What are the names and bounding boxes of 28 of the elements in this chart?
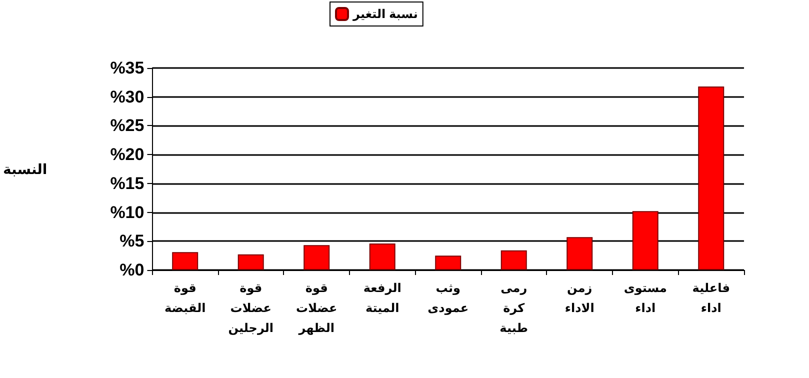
bar	[500, 250, 527, 270]
bar	[435, 256, 462, 270]
x-tick-label: زمن الاداء	[564, 281, 594, 315]
x-tick-label: الرفعة الميتة	[363, 281, 402, 315]
bar	[238, 254, 264, 270]
x-tick-label: قوة القبضة	[164, 281, 206, 315]
y-tick-label: %20	[110, 145, 144, 164]
y-tick-label: %25	[110, 116, 144, 136]
y-tick-label: %35	[110, 58, 144, 78]
bar	[369, 243, 396, 270]
x-tick-label: رمى كرة طبية	[500, 281, 528, 335]
y-tick-label: %15	[110, 174, 144, 193]
y-tick-label: %10	[110, 202, 144, 222]
bar	[566, 237, 593, 270]
bar	[698, 86, 724, 270]
x-tick-label: فاعلية اداء	[692, 281, 730, 315]
bar	[304, 245, 330, 270]
bar	[632, 211, 658, 270]
y-tick-label: %0	[120, 260, 144, 280]
y-tick-label: %5	[120, 232, 144, 251]
bar	[172, 252, 198, 270]
legend-label: نسبة التغير	[352, 7, 418, 21]
x-tick-label: مستوى اداء	[624, 281, 667, 315]
x-tick-label: قوة عضلات الرجلين	[228, 281, 274, 335]
x-tick-label: قوة عضلات الظهر	[296, 281, 338, 335]
x-tick-label: وثب عمودى	[428, 281, 469, 315]
y-tick-label: %30	[110, 87, 144, 106]
y-axis-title: النسبة	[2, 161, 48, 177]
